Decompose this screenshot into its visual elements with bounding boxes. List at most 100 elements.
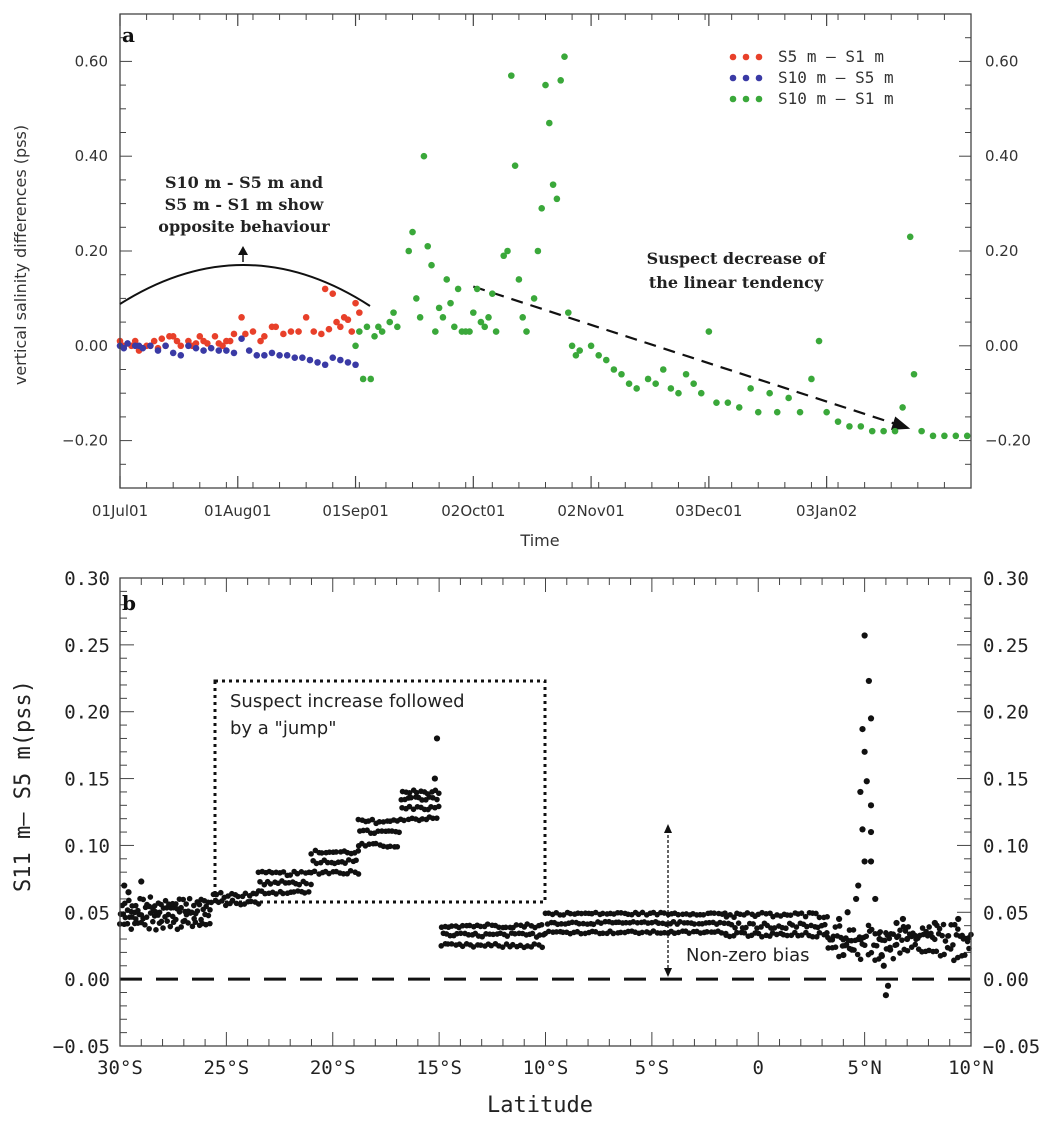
data-point (406, 803, 413, 810)
data-point (158, 918, 165, 925)
data-point (718, 930, 725, 936)
data-point (196, 333, 204, 340)
data-point (545, 928, 552, 935)
data-point (355, 871, 362, 877)
y-tick-label-left: 0.20 (64, 702, 110, 724)
data-point (677, 919, 683, 925)
data-point (942, 938, 949, 944)
data-point (169, 333, 177, 340)
data-point (318, 330, 325, 338)
data-point (799, 932, 805, 938)
data-point (904, 947, 911, 954)
data-point (371, 333, 378, 340)
x-tick-label: 0 (753, 1057, 764, 1079)
data-point (920, 931, 927, 938)
y-tick-label-right: 0.00 (985, 337, 1018, 355)
annotation-right-line-2: the linear tendency (649, 273, 824, 292)
data-point (675, 389, 682, 397)
data-point (691, 921, 698, 927)
data-point (682, 370, 690, 378)
data-point (857, 788, 864, 796)
annotation-box-line-1: Suspect increase followed (230, 691, 465, 712)
data-point (504, 247, 511, 255)
data-point (644, 375, 652, 383)
data-point (787, 912, 794, 918)
data-point (192, 344, 200, 352)
data-point (758, 924, 764, 930)
data-point (448, 941, 455, 947)
data-point (843, 941, 850, 948)
data-point (267, 881, 274, 887)
data-point (539, 944, 546, 951)
data-point (344, 359, 352, 366)
data-point (424, 791, 431, 797)
data-point (447, 299, 454, 307)
data-point (436, 790, 442, 797)
data-point (690, 380, 697, 388)
data-point (484, 921, 491, 927)
data-point (394, 843, 401, 850)
data-point (861, 858, 868, 865)
data-point (459, 922, 466, 929)
data-point (162, 897, 169, 904)
data-point (846, 423, 853, 430)
data-point (926, 924, 932, 930)
data-point (443, 276, 451, 283)
data-point (230, 330, 238, 338)
data-point (405, 247, 413, 255)
data-point (186, 895, 193, 902)
data-point (492, 328, 500, 335)
panel-a-ticks (119, 13, 972, 489)
data-point (438, 943, 445, 949)
data-point (549, 181, 557, 188)
data-point (867, 715, 875, 722)
data-point (124, 340, 131, 347)
data-point (489, 290, 496, 297)
data-point (880, 962, 887, 969)
data-point (610, 366, 618, 373)
data-point (750, 921, 756, 927)
data-point (950, 942, 956, 948)
data-point (783, 925, 789, 932)
data-point (233, 900, 240, 907)
data-point (413, 295, 420, 302)
data-point (314, 359, 321, 366)
data-point (479, 933, 486, 940)
data-point (342, 860, 348, 866)
data-point (376, 819, 383, 825)
data-point (416, 314, 424, 321)
data-point (900, 923, 907, 930)
data-point (499, 944, 506, 950)
data-point (578, 930, 584, 937)
y-tick-label-left: 0.10 (64, 835, 110, 857)
y-tick-label-left: 0.60 (75, 52, 108, 70)
panel-a-points (116, 53, 971, 440)
data-point (863, 933, 870, 940)
y-tick-label-left: 0.05 (64, 902, 110, 924)
data-point (146, 925, 152, 932)
data-point (880, 427, 887, 435)
data-point (261, 351, 268, 359)
data-point (180, 896, 187, 903)
data-point (861, 748, 868, 755)
data-point (941, 432, 948, 440)
data-point (454, 285, 462, 293)
data-point (878, 951, 885, 959)
data-point (321, 285, 329, 293)
data-point (599, 910, 606, 917)
data-point (936, 925, 943, 932)
data-point (887, 946, 894, 953)
data-point (888, 931, 894, 937)
data-point (142, 922, 148, 928)
data-point (876, 935, 883, 943)
data-point (207, 920, 213, 927)
data-point (856, 934, 863, 940)
data-point (470, 944, 477, 950)
data-point (697, 389, 705, 397)
data-point (952, 432, 960, 440)
x-tick-label: 5°S (635, 1057, 669, 1079)
data-point (457, 930, 464, 937)
y-tick-label-left: 0.30 (64, 568, 110, 590)
data-point (941, 951, 947, 958)
data-point (873, 942, 880, 949)
